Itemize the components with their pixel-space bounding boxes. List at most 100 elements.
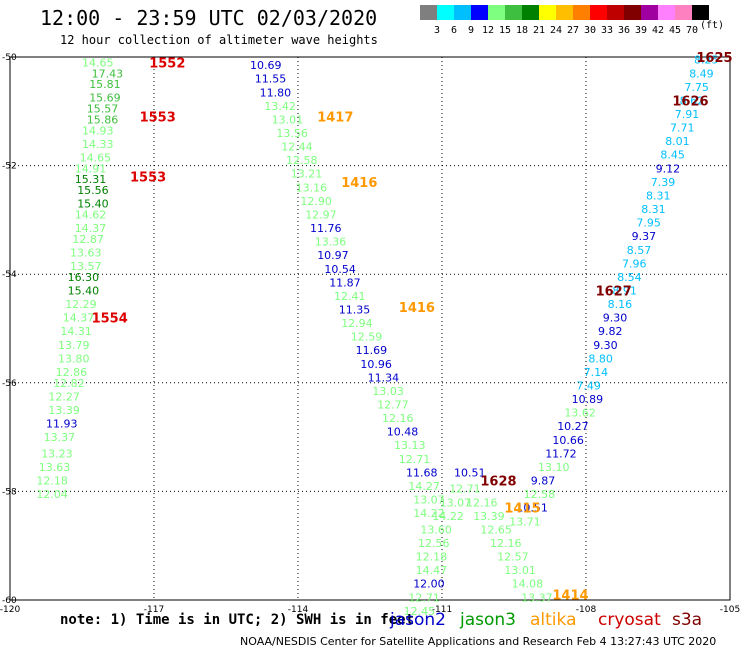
color-scale-label: 42 xyxy=(651,25,665,36)
wave-height-value: 10.51 xyxy=(454,466,486,479)
color-swatch xyxy=(488,5,505,20)
track-label: 1416 xyxy=(341,176,377,191)
track-label: 1417 xyxy=(317,111,353,126)
wave-height-value: 15.40 xyxy=(68,284,100,297)
color-scale-label: 24 xyxy=(549,25,563,36)
track-label: 1554 xyxy=(92,312,128,327)
credit-text: NOAA/NESDIS Center for Satellite Applica… xyxy=(240,635,717,648)
wave-height-value: 12.18 xyxy=(36,475,68,488)
wave-height-value: 15.69 xyxy=(89,92,121,105)
y-tick-label: -52 xyxy=(2,162,17,172)
wave-height-value: 12.04 xyxy=(36,488,68,501)
wave-height-value: 8.45 xyxy=(660,149,685,162)
wave-height-value: 12.58 xyxy=(286,154,318,167)
wave-height-value: 13.63 xyxy=(39,461,71,474)
wave-height-value: 13.57 xyxy=(70,260,102,273)
wave-height-value: 14.08 xyxy=(512,578,543,591)
wave-height-value: 9.30 xyxy=(603,312,628,325)
wave-height-value: 7.96 xyxy=(622,257,647,270)
wave-height-value: 8.54 xyxy=(617,271,642,284)
wave-height-value: 13.07 xyxy=(413,494,445,507)
wave-height-value: 7.91 xyxy=(675,108,700,121)
legend-s3a: s3a xyxy=(672,610,703,630)
wave-height-value: 11.76 xyxy=(310,222,342,235)
wave-height-value: 12.65 xyxy=(480,523,512,536)
track-label: 1625 xyxy=(696,51,732,66)
color-scale-label: 27 xyxy=(566,25,580,36)
x-tick-label: -120 xyxy=(0,605,20,615)
x-tick-label: -108 xyxy=(576,605,597,615)
y-tick-label: -58 xyxy=(2,487,17,497)
wave-height-value: 15.40 xyxy=(77,198,109,211)
wave-height-value: 14.37 xyxy=(63,312,95,325)
wave-height-value: 7.39 xyxy=(651,176,676,189)
track-label: 1553 xyxy=(140,111,176,126)
x-tick-label: -117 xyxy=(144,605,164,615)
wave-height-value: 12.71 xyxy=(449,483,481,496)
color-scale-label: 33 xyxy=(600,25,614,36)
wave-height-value: 11.87 xyxy=(329,276,361,289)
wave-height-value: 12.18 xyxy=(416,551,448,564)
wave-height-value: 16.30 xyxy=(68,271,100,284)
wave-height-value: 15.86 xyxy=(87,113,119,126)
wave-height-value: 8.62 xyxy=(680,94,705,107)
wave-height-value: 14.93 xyxy=(82,124,114,137)
wave-height-value: 12.57 xyxy=(497,551,529,564)
wave-height-value: 7.95 xyxy=(636,217,661,230)
track-label: 1626 xyxy=(672,94,708,109)
color-swatch xyxy=(692,5,709,20)
wave-height-value: 8.31 xyxy=(646,189,671,202)
y-tick-label: -56 xyxy=(2,379,17,389)
wave-height-value: 13.79 xyxy=(58,339,90,352)
color-swatch xyxy=(437,5,454,20)
wave-height-value: 12.94 xyxy=(341,317,373,330)
wave-height-value: 11.72 xyxy=(545,447,577,460)
wave-height-value: 13.71 xyxy=(509,515,541,528)
wave-height-value: 9.87 xyxy=(531,475,556,488)
wave-height-value: 10.66 xyxy=(552,434,584,447)
wave-height-value: 9.82 xyxy=(598,325,623,338)
wave-height-value: 13.01 xyxy=(272,113,304,126)
wave-height-value: 10.54 xyxy=(324,263,356,276)
wave-height-value: 11.80 xyxy=(260,86,292,99)
wave-height-value: 14.37 xyxy=(75,222,107,235)
wave-height-value: 10.51 xyxy=(516,502,548,515)
wave-height-value: 7.71 xyxy=(670,122,695,135)
wave-height-value: 13.62 xyxy=(564,407,596,420)
color-scale-unit: (ft) xyxy=(700,20,725,31)
y-tick-label: -54 xyxy=(2,270,17,280)
wave-height-value: 12.27 xyxy=(48,390,80,403)
track-label: 1553 xyxy=(130,170,166,185)
wave-height-value: 10.27 xyxy=(557,420,589,433)
color-scale-label: 39 xyxy=(634,25,648,36)
wave-height-value: 12.00 xyxy=(413,578,445,591)
wave-height-value: 14.22 xyxy=(413,507,445,520)
wave-height-value: 11.93 xyxy=(46,418,78,431)
wave-height-value: 7.75 xyxy=(684,81,709,94)
color-scale-label: 70 xyxy=(685,25,699,36)
wave-height-value: 14.62 xyxy=(75,208,107,221)
wave-height-value: 13.37 xyxy=(44,431,76,444)
page-title: 12:00 - 23:59 UTC 02/03/2020 xyxy=(40,6,378,30)
wave-height-value: 11.35 xyxy=(339,303,371,316)
wave-height-value: 13.23 xyxy=(41,447,72,460)
wave-height-value: 13.60 xyxy=(420,523,452,536)
x-tick-label: -111 xyxy=(432,605,452,615)
wave-height-value: 12.90 xyxy=(300,195,332,208)
wave-height-value: 13.03 xyxy=(372,385,404,398)
x-tick-label: -105 xyxy=(720,605,740,615)
wave-height-value: 12.58 xyxy=(524,488,556,501)
color-swatch xyxy=(420,5,437,20)
track-label: 1414 xyxy=(552,589,588,604)
color-swatch xyxy=(641,5,658,20)
wave-height-value: 8.01 xyxy=(665,135,690,148)
color-scale-label: 15 xyxy=(498,25,512,36)
color-swatch xyxy=(556,5,573,20)
legend-jason3: jason3 xyxy=(460,610,516,630)
wave-height-value: 15.81 xyxy=(89,78,121,91)
color-swatch xyxy=(590,5,607,20)
page-subtitle: 12 hour collection of altimeter wave hei… xyxy=(60,33,378,47)
wave-height-value: 12.71 xyxy=(399,453,431,466)
